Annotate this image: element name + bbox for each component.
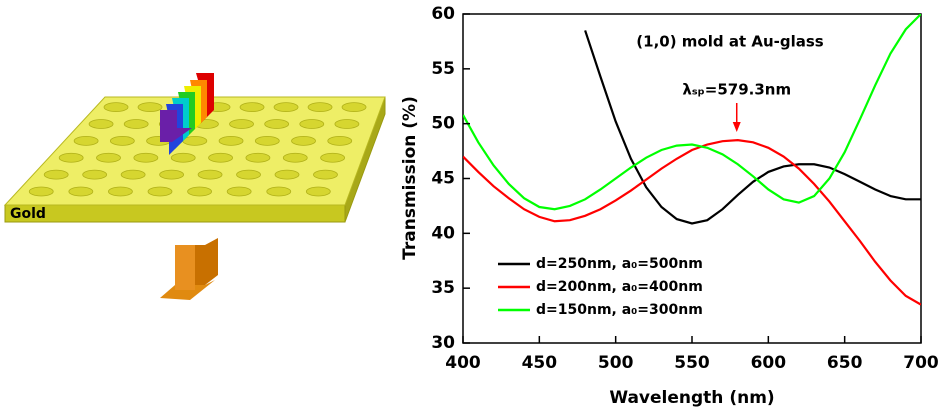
hole bbox=[108, 186, 133, 197]
hole bbox=[266, 186, 292, 197]
x-tick-label: 700 bbox=[903, 353, 939, 373]
y-tick-label: 30 bbox=[431, 333, 455, 353]
holes bbox=[28, 102, 367, 197]
legend-label: d=250nm, a₀=500nm bbox=[536, 256, 703, 272]
hole bbox=[239, 102, 265, 113]
hole bbox=[68, 186, 94, 197]
annotation-arrowhead bbox=[732, 122, 741, 132]
incident-light bbox=[160, 73, 214, 155]
hole bbox=[43, 169, 69, 180]
y-tick-label: 35 bbox=[431, 278, 455, 298]
hole bbox=[327, 135, 353, 146]
hole bbox=[123, 119, 149, 129]
hole bbox=[334, 119, 360, 129]
material-label: Gold bbox=[10, 206, 46, 222]
hole bbox=[137, 102, 163, 113]
annotation: λₛₚ=579.3nm bbox=[682, 81, 791, 99]
hole bbox=[103, 102, 129, 113]
chart-title: (1,0) mold at Au-glass bbox=[636, 33, 823, 51]
hole bbox=[313, 169, 338, 180]
hole bbox=[282, 152, 308, 163]
hole bbox=[73, 135, 99, 146]
hole bbox=[299, 119, 325, 129]
gold-diagram: Gold bbox=[3, 73, 386, 300]
x-tick-label: 650 bbox=[827, 353, 863, 373]
hole bbox=[182, 135, 208, 146]
hole bbox=[226, 186, 252, 197]
hole bbox=[159, 169, 185, 180]
beam bbox=[175, 245, 195, 290]
beam bbox=[160, 110, 192, 142]
y-tick-label: 50 bbox=[431, 114, 455, 134]
x-axis-label: Wavelength (nm) bbox=[609, 388, 774, 408]
hole bbox=[307, 102, 333, 113]
hole bbox=[320, 152, 346, 163]
hole bbox=[197, 169, 223, 180]
hole bbox=[58, 152, 84, 163]
legend-label: d=200nm, a₀=400nm bbox=[536, 279, 703, 295]
hole bbox=[264, 119, 290, 129]
hole bbox=[133, 152, 159, 163]
transmitted-light bbox=[160, 238, 218, 300]
hole bbox=[254, 135, 280, 146]
hole bbox=[88, 119, 114, 129]
hole bbox=[273, 102, 299, 113]
hole bbox=[218, 135, 244, 146]
x-tick-label: 550 bbox=[674, 353, 710, 373]
x-tick-label: 600 bbox=[751, 353, 787, 373]
hole bbox=[291, 135, 316, 146]
hole bbox=[120, 169, 146, 180]
hole bbox=[96, 152, 121, 163]
hole bbox=[305, 186, 331, 197]
hole bbox=[109, 135, 135, 146]
hole bbox=[82, 169, 108, 180]
hole bbox=[236, 169, 261, 180]
x-tick-label: 400 bbox=[445, 353, 481, 373]
data-line bbox=[463, 14, 921, 211]
hole bbox=[187, 186, 212, 197]
data-line bbox=[584, 30, 921, 225]
hole bbox=[245, 152, 271, 163]
hole bbox=[170, 152, 196, 163]
y-tick-label: 45 bbox=[431, 169, 455, 189]
y-tick-label: 60 bbox=[431, 4, 455, 24]
hole bbox=[274, 169, 300, 180]
hole bbox=[229, 119, 254, 129]
slab-front bbox=[4, 204, 346, 223]
y-tick-label: 40 bbox=[431, 223, 455, 243]
y-tick-label: 55 bbox=[431, 59, 455, 79]
x-tick-label: 500 bbox=[598, 353, 634, 373]
y-axis-label: Transmission (%) bbox=[400, 96, 420, 260]
hole bbox=[28, 186, 54, 197]
legend-label: d=150nm, a₀=300nm bbox=[536, 302, 703, 318]
plot-lines bbox=[463, 14, 921, 306]
data-line bbox=[463, 139, 921, 306]
hole bbox=[147, 186, 173, 197]
hole bbox=[208, 152, 233, 163]
hole bbox=[341, 102, 367, 113]
x-tick-label: 450 bbox=[522, 353, 558, 373]
